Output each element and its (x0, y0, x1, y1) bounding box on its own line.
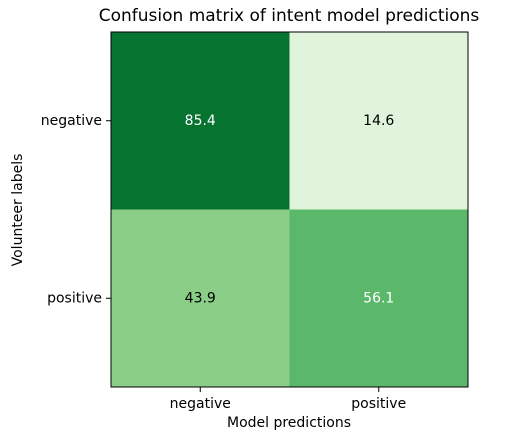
cell-label: 14.6 (363, 113, 394, 129)
heatmap-cell (289, 32, 468, 210)
heatmap-cell (289, 209, 468, 387)
cell-label: 85.4 (185, 113, 216, 129)
x-tick-label: negative (170, 396, 231, 412)
y-tick-label: negative (41, 113, 102, 129)
heatmap-cell (111, 209, 290, 387)
x-axis-label: Model predictions (227, 415, 351, 431)
plot-frame (110, 31, 469, 388)
heatmap-cell (111, 32, 290, 210)
y-tick-label: positive (47, 290, 102, 306)
y-axis-label: Volunteer labels (10, 154, 26, 267)
cell-label: 43.9 (185, 290, 216, 306)
x-tick-label: positive (351, 396, 406, 412)
chart-title: Confusion matrix of intent model predict… (99, 6, 480, 26)
cell-label: 56.1 (363, 290, 394, 306)
